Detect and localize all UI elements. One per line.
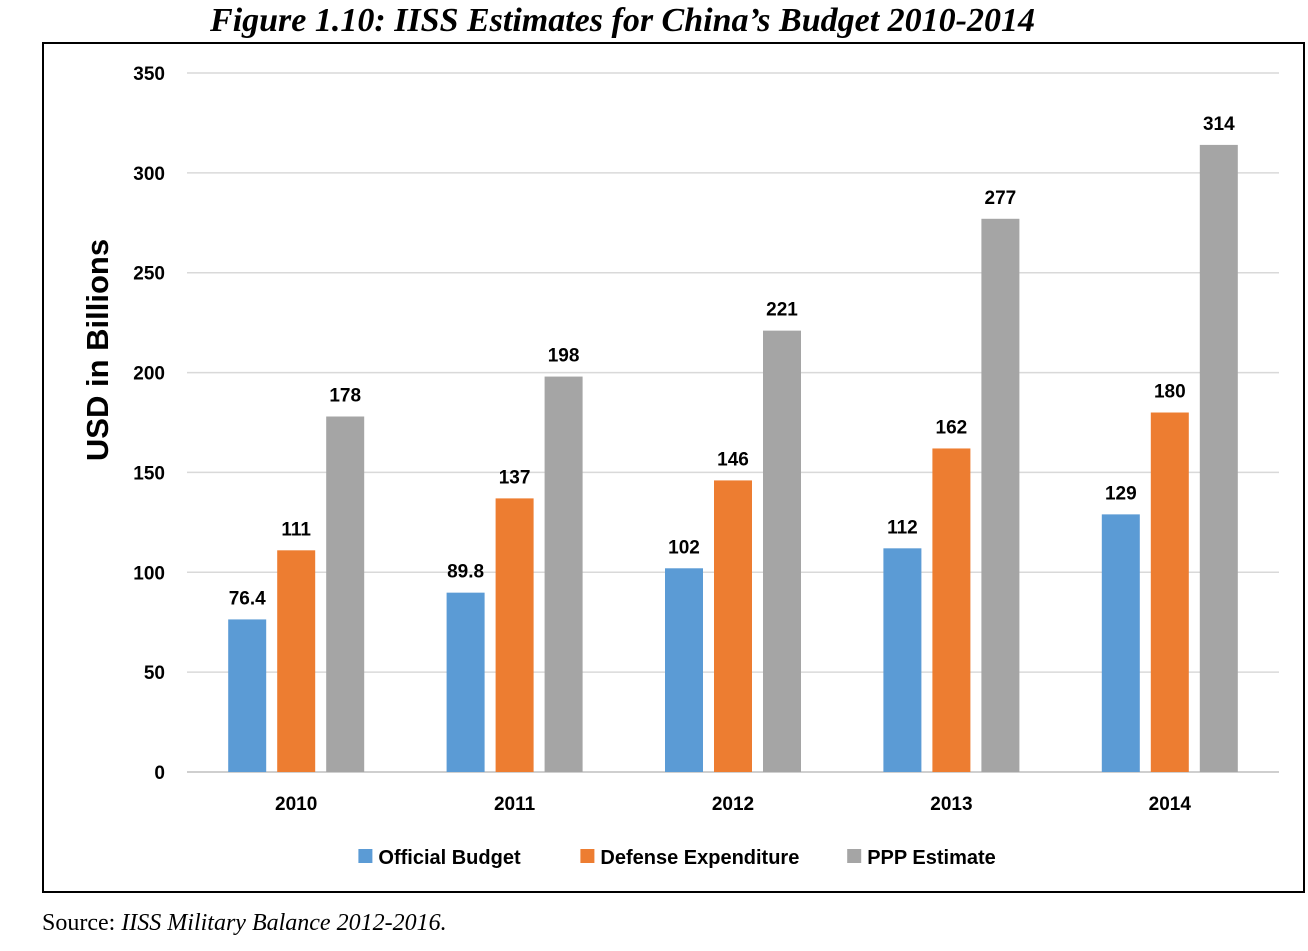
legend-swatch <box>580 849 595 863</box>
legend: Official Budget Defense Expenditure PPP Es… <box>358 847 996 869</box>
bar <box>277 550 316 772</box>
data-label: 198 <box>548 346 580 367</box>
y-tick-label: 200 <box>133 364 165 385</box>
bar <box>446 592 485 772</box>
bar <box>763 330 801 772</box>
x-tick-label: 2014 <box>1149 794 1192 815</box>
data-label: 221 <box>766 300 798 321</box>
bar <box>228 619 267 772</box>
legend-label: PPP Estimate <box>867 847 996 869</box>
bar <box>495 498 534 772</box>
data-label: 89.8 <box>447 562 484 583</box>
y-tick-label: 350 <box>133 64 165 85</box>
legend-swatch <box>847 849 862 863</box>
source-text: IISS Military Balance 2012-2016. <box>121 910 447 936</box>
bar <box>544 376 583 772</box>
bars <box>228 144 1238 772</box>
data-label: 180 <box>1154 382 1186 403</box>
y-tick-label: 50 <box>144 663 165 684</box>
x-tick-label: 2012 <box>712 794 754 815</box>
data-label: 76.4 <box>229 588 266 609</box>
data-label: 129 <box>1105 483 1137 504</box>
data-label: 137 <box>499 467 531 488</box>
y-tick-label: 0 <box>154 763 165 784</box>
bar <box>1150 412 1189 772</box>
bar <box>932 448 971 772</box>
data-label: 162 <box>936 417 968 438</box>
bar <box>326 416 365 772</box>
y-axis-ticks: 0 50 100 150 200 250 300 350 <box>133 64 165 784</box>
data-label: 111 <box>281 519 311 540</box>
bar <box>981 218 1020 772</box>
y-tick-label: 150 <box>133 463 165 484</box>
legend-label: Official Budget <box>378 847 521 869</box>
x-tick-label: 2011 <box>494 794 536 815</box>
data-label: 277 <box>985 188 1017 209</box>
data-label: 146 <box>717 449 749 470</box>
data-label: 102 <box>668 537 700 558</box>
bar <box>1101 514 1140 772</box>
y-tick-label: 100 <box>133 563 165 584</box>
bar <box>1199 144 1238 772</box>
legend-swatch <box>358 849 373 863</box>
figure-title: Figure 1.10: IISS Estimates for China’s … <box>210 2 1035 39</box>
bar <box>883 548 922 772</box>
bar <box>714 480 752 772</box>
data-label: 314 <box>1203 114 1235 135</box>
legend-label: Defense Expenditure <box>600 847 799 869</box>
bar <box>665 568 703 772</box>
data-label: 178 <box>329 386 361 407</box>
y-tick-label: 250 <box>133 264 165 285</box>
y-tick-label: 300 <box>133 164 165 185</box>
x-tick-label: 2010 <box>275 794 317 815</box>
source-prefix: Source: <box>42 910 122 936</box>
source-note: Source: IISS Military Balance 2012-2016. <box>42 910 447 937</box>
y-axis-title: USD in Billions <box>80 239 115 461</box>
x-axis-ticks: 2010 2011 2012 2013 2014 <box>275 794 1191 815</box>
data-label: 112 <box>887 517 918 538</box>
data-labels: 76.4 111 178 89.8 137 198 102 146 221 112 162 277 12… <box>229 114 1235 610</box>
x-tick-label: 2013 <box>930 794 972 815</box>
